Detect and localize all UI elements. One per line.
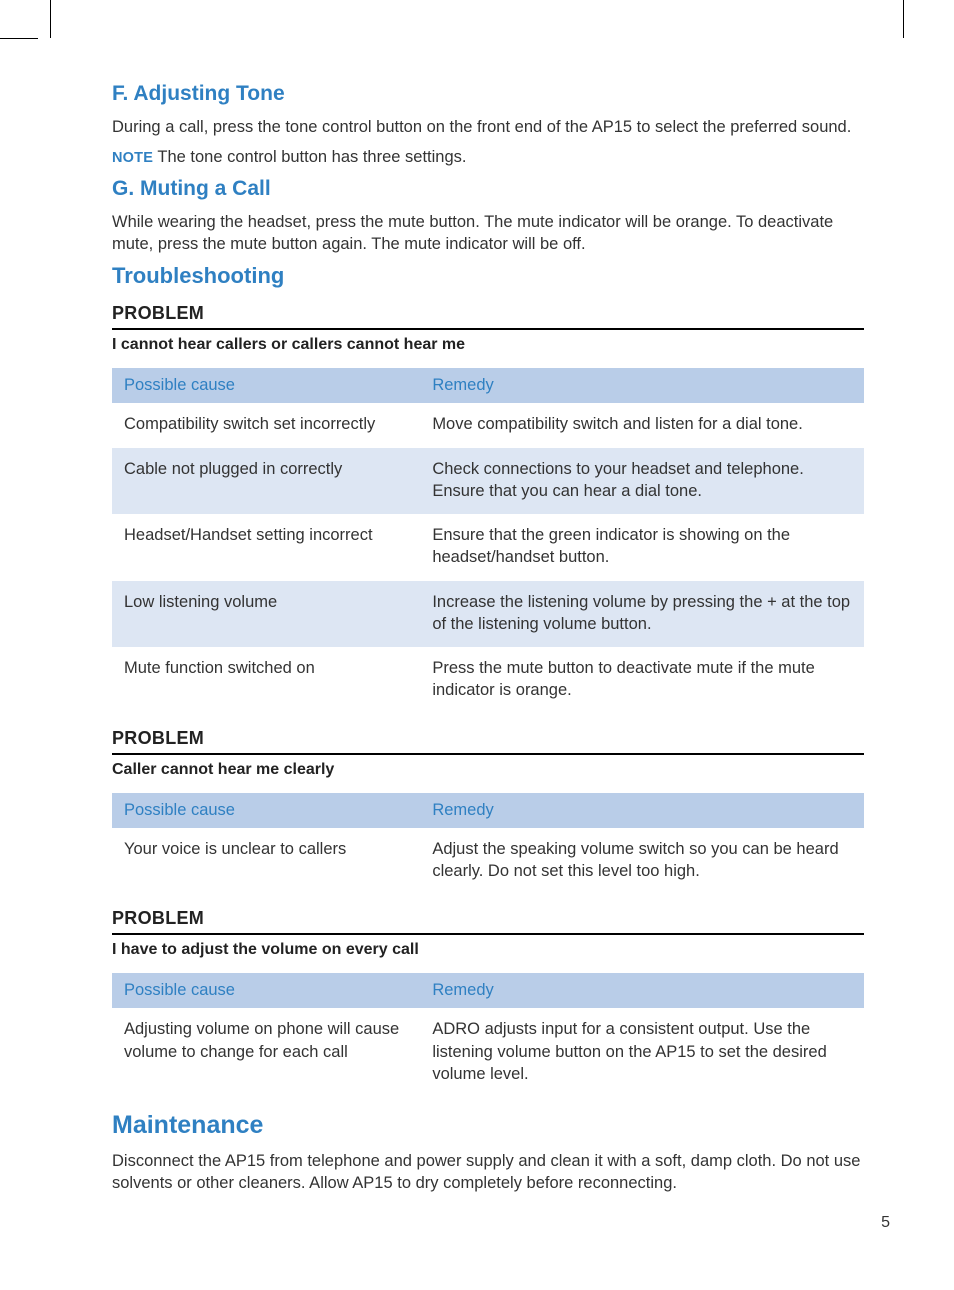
table-row: Compatibility switch set incorrectly Mov…: [112, 403, 864, 447]
cell-remedy: Press the mute button to deactivate mute…: [420, 647, 864, 714]
cell-cause: Your voice is unclear to callers: [112, 828, 420, 895]
table-row: Low listening volume Increase the listen…: [112, 581, 864, 648]
table-header-remedy: Remedy: [420, 368, 864, 403]
troubleshooting-table: Possible cause Remedy Compatibility swit…: [112, 368, 864, 713]
table-header-remedy: Remedy: [420, 973, 864, 1008]
table-header-remedy: Remedy: [420, 793, 864, 828]
problem-label: PROBLEM: [112, 908, 864, 929]
table-row: Your voice is unclear to callers Adjust …: [112, 828, 864, 895]
heading-troubleshooting: Troubleshooting: [112, 263, 864, 289]
body-text: During a call, press the tone control bu…: [112, 116, 864, 138]
troubleshooting-table: Possible cause Remedy Your voice is uncl…: [112, 793, 864, 895]
note-text: The tone control button has three settin…: [153, 148, 466, 166]
cell-cause: Mute function switched on: [112, 647, 420, 714]
crop-mark: [50, 0, 51, 38]
cell-cause: Adjusting volume on phone will cause vol…: [112, 1008, 420, 1097]
table-header-cause: Possible cause: [112, 793, 420, 828]
cell-remedy: Check connections to your headset and te…: [420, 448, 864, 515]
body-text: Disconnect the AP15 from telephone and p…: [112, 1150, 864, 1195]
troubleshooting-table: Possible cause Remedy Adjusting volume o…: [112, 973, 864, 1097]
heading-maintenance: Maintenance: [112, 1111, 864, 1140]
problem-label: PROBLEM: [112, 728, 864, 749]
cell-remedy: Ensure that the green indicator is showi…: [420, 514, 864, 581]
problem-description: Caller cannot hear me clearly: [112, 761, 864, 779]
table-row: Cable not plugged in correctly Check con…: [112, 448, 864, 515]
note-line: NOTE The tone control button has three s…: [112, 146, 864, 169]
problem-description: I have to adjust the volume on every cal…: [112, 941, 864, 959]
page-number: 5: [881, 1214, 890, 1232]
table-row: Mute function switched on Press the mute…: [112, 647, 864, 714]
table-header-cause: Possible cause: [112, 368, 420, 403]
cell-remedy: ADRO adjusts input for a consistent outp…: [420, 1008, 864, 1097]
cell-cause: Compatibility switch set incorrectly: [112, 403, 420, 447]
cell-cause: Headset/Handset setting incorrect: [112, 514, 420, 581]
problem-description: I cannot hear callers or callers cannot …: [112, 336, 864, 354]
crop-mark: [0, 38, 38, 39]
cell-remedy: Adjust the speaking volume switch so you…: [420, 828, 864, 895]
cell-cause: Cable not plugged in correctly: [112, 448, 420, 515]
divider: [112, 328, 864, 330]
page-content: F. Adjusting Tone During a call, press t…: [112, 82, 864, 1203]
problem-label: PROBLEM: [112, 303, 864, 324]
divider: [112, 753, 864, 755]
cell-remedy: Increase the listening volume by pressin…: [420, 581, 864, 648]
body-text: While wearing the headset, press the mut…: [112, 211, 864, 256]
table-header-cause: Possible cause: [112, 973, 420, 1008]
crop-mark: [903, 0, 904, 38]
heading-muting-call: G. Muting a Call: [112, 177, 864, 201]
table-row: Adjusting volume on phone will cause vol…: [112, 1008, 864, 1097]
cell-remedy: Move compatibility switch and listen for…: [420, 403, 864, 447]
cell-cause: Low listening volume: [112, 581, 420, 648]
table-row: Headset/Handset setting incorrect Ensure…: [112, 514, 864, 581]
note-label: NOTE: [112, 150, 153, 166]
divider: [112, 933, 864, 935]
heading-adjusting-tone: F. Adjusting Tone: [112, 82, 864, 106]
